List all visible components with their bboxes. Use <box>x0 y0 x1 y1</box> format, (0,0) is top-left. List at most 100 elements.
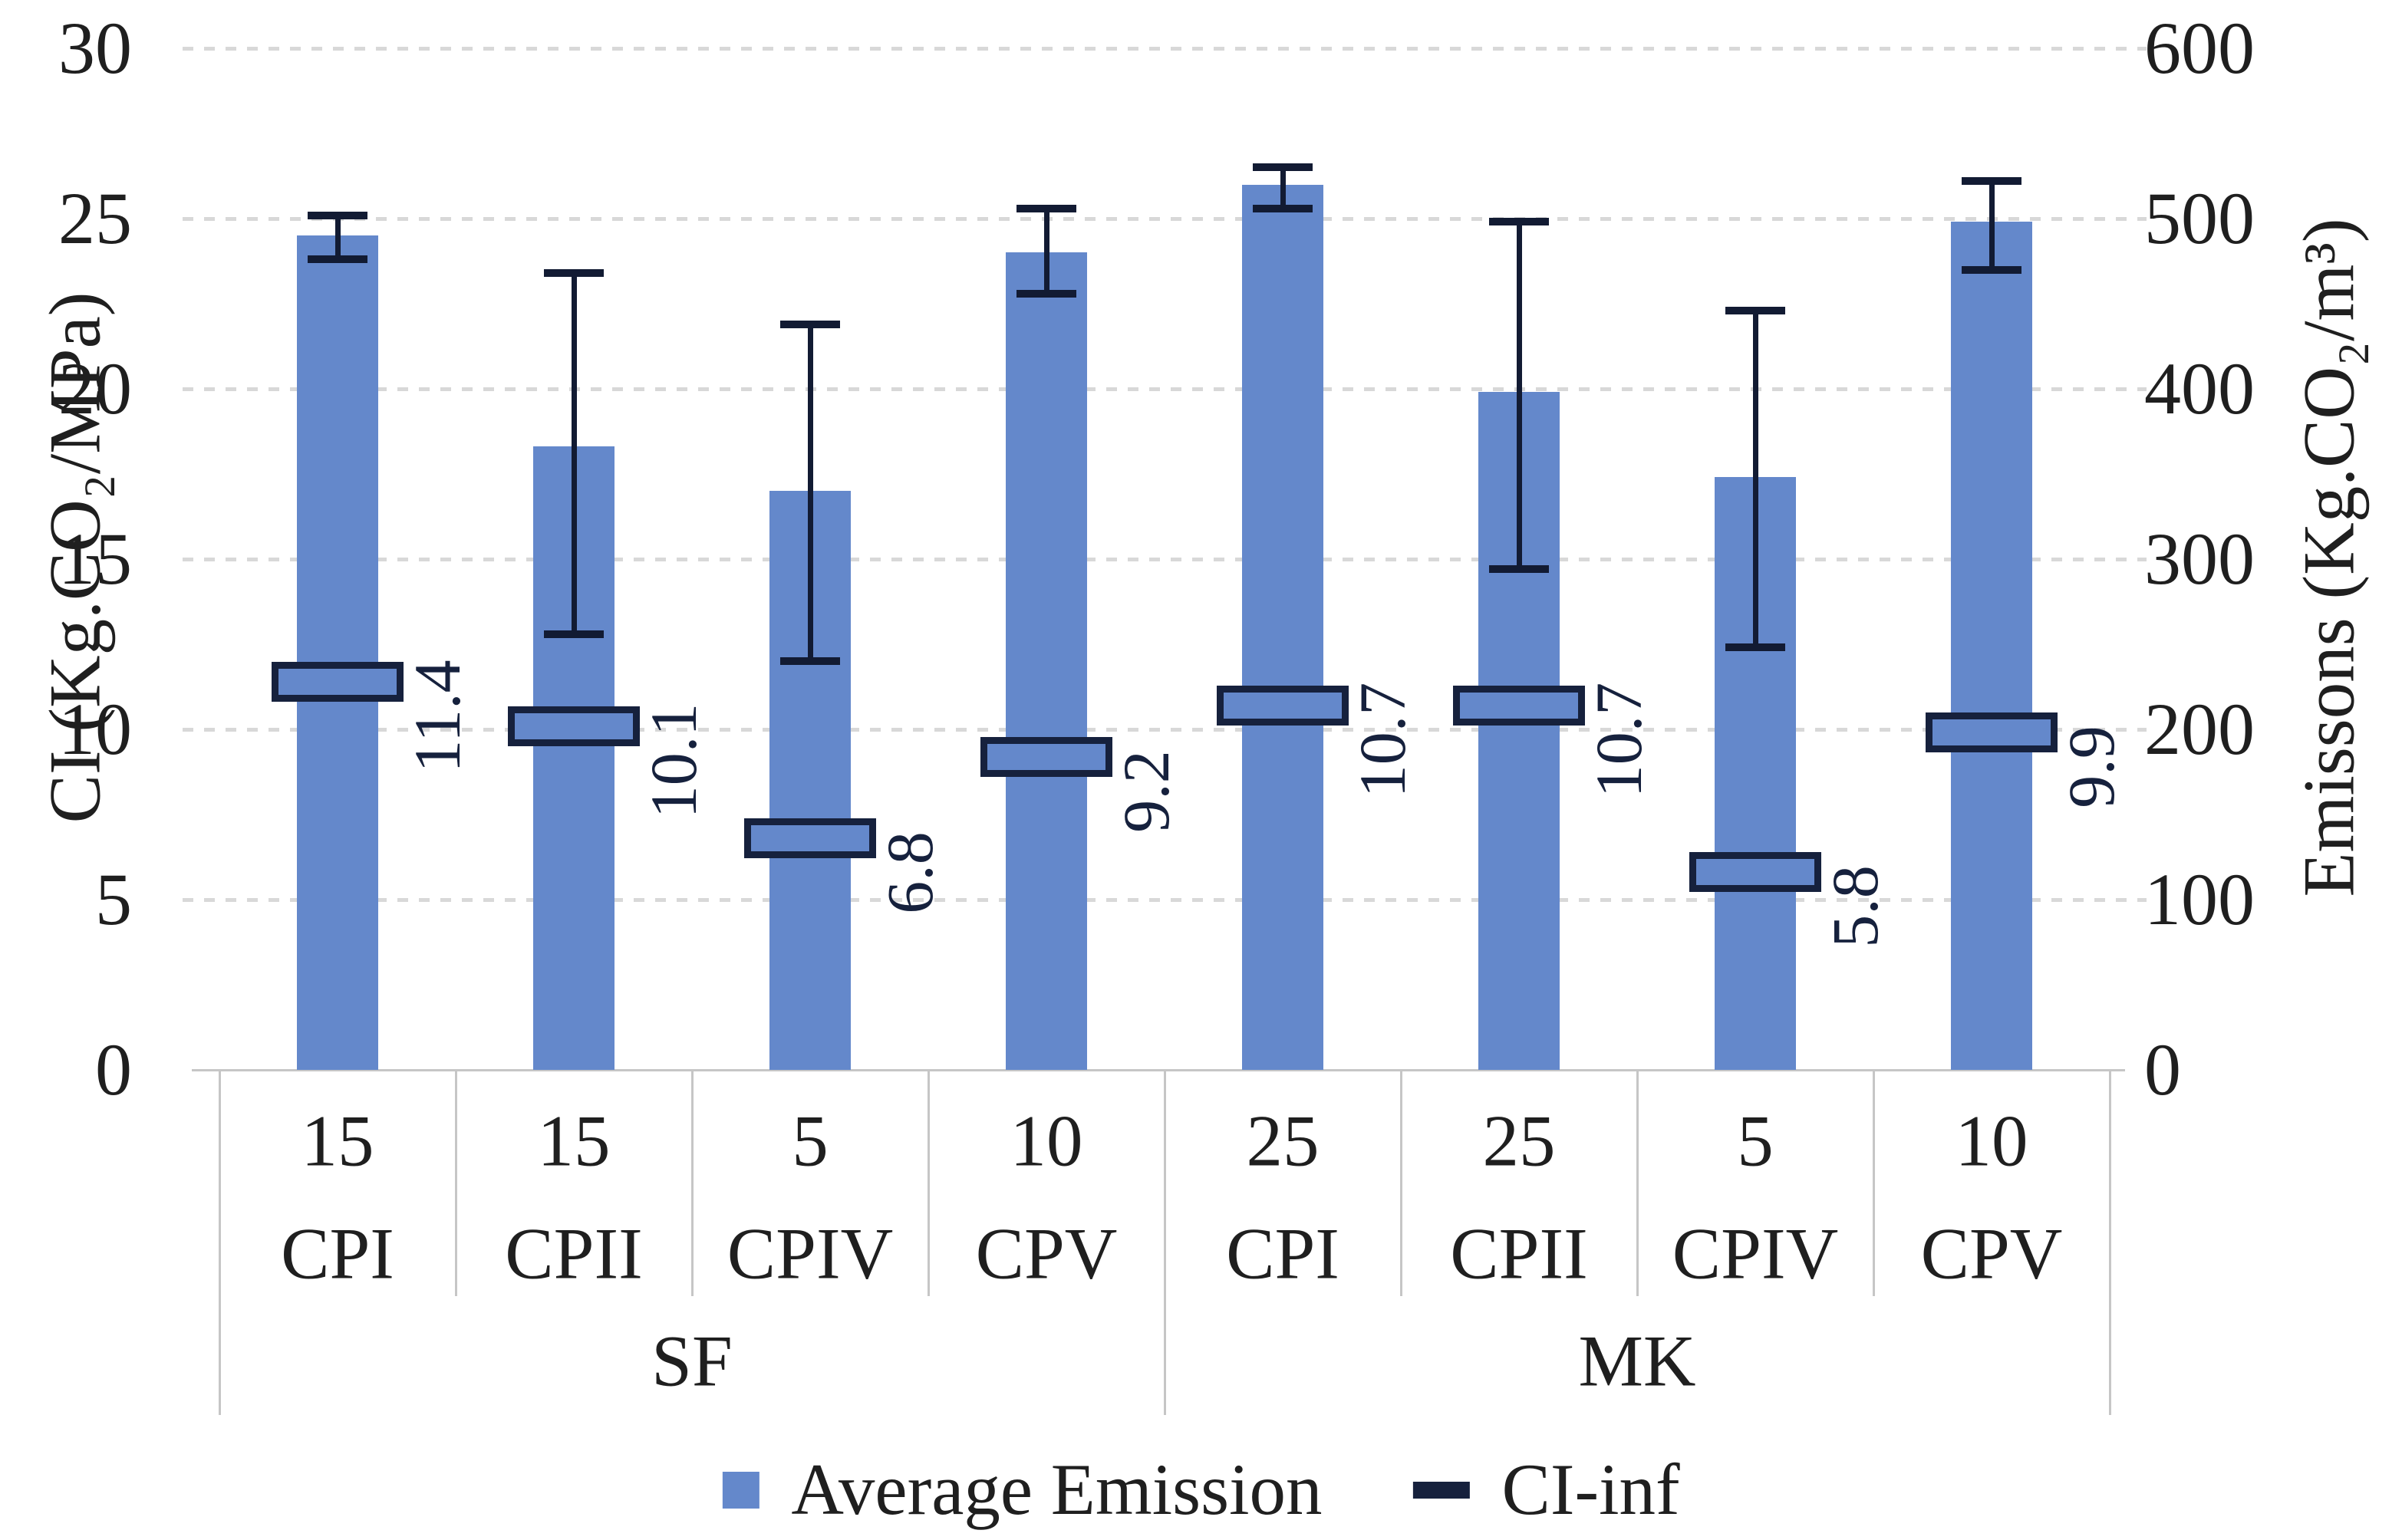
right-axis-tick-0: 0 <box>2144 1028 2181 1111</box>
error-bar-bottom-cap <box>544 630 604 638</box>
category-cement-label: CPIV <box>727 1213 894 1295</box>
gridline-20 <box>183 387 2147 391</box>
left-axis-tick-15: 15 <box>58 518 132 600</box>
legend: Average Emission CI-inf <box>722 1449 1680 1530</box>
category-separator-line <box>454 1070 457 1296</box>
right-axis-tick-500: 500 <box>2144 177 2255 259</box>
category-separator-line <box>1872 1070 1875 1296</box>
error-bar-bottom-cap <box>1016 289 1076 298</box>
left-axis-tick-10: 10 <box>58 688 132 770</box>
legend-item-ci-inf: CI-inf <box>1412 1449 1680 1530</box>
ci-inf-marker-MK-CPV <box>1926 712 2058 753</box>
error-bar-top-cap <box>780 320 840 328</box>
error-bar-top-cap <box>544 269 604 278</box>
left-axis-tick-5: 5 <box>95 858 132 940</box>
ci-inf-data-label-MK-CPIV: 5.8 <box>1818 865 1892 949</box>
right-axis-tick-400: 400 <box>2144 347 2255 429</box>
right-axis-title: Emissons (Kg.CO₂/m³) <box>2288 218 2370 897</box>
ci-inf-data-label-SF-CPIV: 6.8 <box>873 831 947 914</box>
error-bar-top-cap <box>1253 163 1313 172</box>
category-dosage-label: 15 <box>537 1100 611 1182</box>
left-axis-tick-20: 20 <box>58 347 132 429</box>
category-separator-line <box>1636 1070 1639 1296</box>
left-axis-tick-0: 0 <box>95 1028 132 1111</box>
error-bar-SF-CPIV <box>807 324 813 662</box>
bar-average-emission-SF-CPV <box>1006 252 1087 1070</box>
group-label-MK: MK <box>1578 1320 1696 1402</box>
group-label-SF: SF <box>651 1320 733 1402</box>
group-separator-line <box>1163 1070 1166 1415</box>
group-separator-line <box>218 1070 221 1415</box>
error-bar-bottom-cap <box>1725 643 1785 652</box>
ci-inf-marker-MK-CPII <box>1453 685 1585 726</box>
error-bar-SF-CPI <box>334 215 341 260</box>
ci-inf-marker-MK-CPI <box>1217 685 1349 726</box>
error-bar-MK-CPII <box>1516 222 1522 570</box>
ci-inf-marker-SF-CPI <box>272 661 404 702</box>
error-bar-SF-CPII <box>571 273 577 634</box>
category-dosage-label: 10 <box>1010 1100 1083 1182</box>
right-axis-tick-100: 100 <box>2144 858 2255 940</box>
bar-average-emission-SF-CPI <box>297 235 378 1070</box>
gridline-30 <box>183 47 2147 51</box>
gridline-15 <box>183 558 2147 561</box>
right-axis-tick-200: 200 <box>2144 688 2255 770</box>
left-axis-tick-25: 25 <box>58 177 132 259</box>
ci-inf-data-label-SF-CPV: 9.2 <box>1109 749 1183 833</box>
category-separator-line <box>690 1070 694 1296</box>
error-bar-bottom-cap <box>1489 565 1549 574</box>
gridline-5 <box>183 898 2147 902</box>
error-bar-SF-CPV <box>1043 208 1049 294</box>
legend-item-average-emission: Average Emission <box>722 1453 1322 1526</box>
legend-label-ci-inf: CI-inf <box>1501 1449 1680 1530</box>
error-bar-top-cap <box>1725 306 1785 314</box>
bar-average-emission-MK-CPI <box>1242 184 1323 1070</box>
category-cement-label: CPII <box>1450 1213 1588 1295</box>
category-cement-label: CPV <box>1920 1213 2063 1295</box>
error-bar-MK-CPIV <box>1752 310 1758 648</box>
error-bar-top-cap <box>1962 177 2021 186</box>
legend-label-average-emission: Average Emission <box>791 1449 1323 1530</box>
right-axis-tick-300: 300 <box>2144 518 2255 600</box>
category-separator-line <box>927 1070 930 1296</box>
category-dosage-label: 5 <box>1737 1100 1774 1182</box>
category-dosage-label: 25 <box>1246 1100 1320 1182</box>
error-bar-MK-CPI <box>1280 167 1286 209</box>
legend-swatch-ci-inf-icon <box>1412 1481 1470 1499</box>
x-axis-line <box>192 1069 2125 1071</box>
ci-inf-marker-MK-CPIV <box>1689 852 1821 893</box>
right-axis-tick-600: 600 <box>2144 7 2255 89</box>
ci-inf-data-label-MK-CPI: 10.7 <box>1346 682 1419 798</box>
category-cement-label: CPV <box>975 1213 1118 1295</box>
gridline-10 <box>183 728 2147 732</box>
bar-average-emission-MK-CPV <box>1951 222 2032 1070</box>
ci-inf-marker-SF-CPII <box>508 706 640 746</box>
error-bar-bottom-cap <box>1962 265 2021 274</box>
error-bar-bottom-cap <box>308 255 367 264</box>
error-bar-bottom-cap <box>1253 204 1313 212</box>
ci-inf-data-label-MK-CPII: 10.7 <box>1582 682 1656 798</box>
category-cement-label: CPI <box>281 1213 394 1295</box>
error-bar-top-cap <box>308 211 367 219</box>
error-bar-bottom-cap <box>780 657 840 666</box>
ci-inf-marker-SF-CPIV <box>744 818 876 859</box>
category-dosage-label: 25 <box>1482 1100 1556 1182</box>
category-dosage-label: 15 <box>301 1100 374 1182</box>
ci-inf-data-label-SF-CPI: 11.4 <box>400 660 474 773</box>
category-dosage-label: 10 <box>1955 1100 2028 1182</box>
ci-inf-data-label-SF-CPII: 10.1 <box>637 703 710 818</box>
legend-swatch-average-emission-icon <box>722 1471 759 1509</box>
error-bar-top-cap <box>1489 218 1549 226</box>
gridline-25 <box>183 217 2147 221</box>
category-dosage-label: 5 <box>792 1100 829 1182</box>
error-bar-top-cap <box>1016 204 1076 212</box>
category-cement-label: CPI <box>1226 1213 1339 1295</box>
category-cement-label: CPIV <box>1672 1213 1839 1295</box>
category-cement-label: CPII <box>505 1213 643 1295</box>
category-separator-line <box>1399 1070 1402 1296</box>
error-bar-MK-CPV <box>1988 181 1995 270</box>
ci-inf-data-label-MK-CPV: 9.9 <box>2054 726 2128 809</box>
ci-inf-marker-SF-CPV <box>980 736 1112 777</box>
left-axis-tick-30: 30 <box>58 7 132 89</box>
